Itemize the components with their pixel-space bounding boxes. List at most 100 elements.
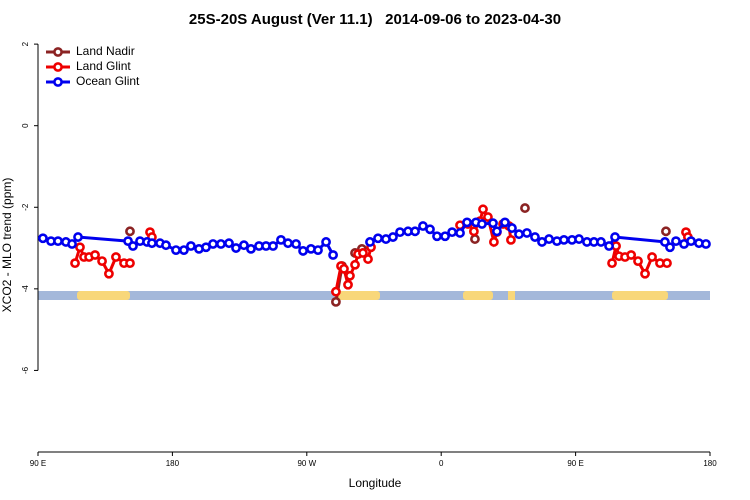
point [388,232,398,242]
point [321,237,331,247]
point [455,228,465,238]
x-axis-label: Longitude [349,476,402,490]
point [231,243,241,253]
point [186,241,196,251]
point [492,226,502,237]
point [128,241,138,251]
legend-marker [53,62,63,72]
point [53,236,63,247]
point [104,268,114,279]
point [313,245,323,255]
point [70,258,80,269]
point [478,204,488,215]
point [477,219,487,229]
point [506,235,516,245]
point [686,236,696,247]
point [343,279,353,290]
point [626,250,637,260]
point [483,212,493,222]
point [216,239,226,249]
legend-label: Ocean Glint [76,74,140,88]
point [111,252,121,262]
point [520,203,530,213]
point [246,243,256,254]
point [522,228,532,238]
point [75,242,85,253]
point [365,237,375,247]
point [425,224,435,235]
point [147,238,157,249]
point [224,238,234,249]
point [607,258,617,269]
y-tick-label: -2 [21,203,30,211]
point [363,254,373,264]
point [447,227,458,238]
point [574,234,584,244]
legend-label: Land Nadir [76,44,135,58]
point [328,250,338,260]
point [662,258,672,269]
y-tick-label: 0 [21,123,30,128]
x-tick-label: 180 [703,459,717,468]
point [610,232,620,242]
point [633,256,643,267]
point [350,259,360,270]
point [410,226,420,237]
point [596,237,606,247]
x-tick-label: 90 W [297,459,316,468]
point [507,223,517,233]
point [469,226,479,237]
point [161,240,171,251]
point [90,250,100,260]
point [440,231,450,242]
map-strip [38,291,710,300]
legend-label: Land Glint [76,59,131,73]
y-axis-label: XCO2 - MLO trend (ppm) [0,178,14,313]
point [67,239,77,249]
point [500,217,510,228]
point [665,242,675,253]
x-tick-label: 90 E [567,459,583,468]
x-tick-label: 90 E [30,459,46,468]
point [432,231,442,242]
point [373,233,383,244]
point [97,256,107,267]
point [331,296,341,307]
point [489,237,499,247]
series-line [73,205,690,292]
point [640,268,650,279]
point [462,217,472,228]
point [559,235,569,245]
legend-marker [53,77,63,87]
point [38,233,48,244]
point [268,241,278,251]
point [178,245,189,255]
point [395,227,405,238]
point [647,252,657,262]
point [488,218,498,229]
point [671,236,681,247]
y-tick-label: 2 [21,41,30,46]
point [345,270,355,281]
legend-marker [53,47,63,57]
point [339,263,349,274]
point [358,248,368,258]
y-tick-label: -6 [21,366,30,374]
point [661,226,671,237]
point [291,239,301,249]
point [239,240,249,251]
point [701,239,711,249]
point [125,226,135,237]
point [331,286,341,297]
point [171,245,181,255]
point [208,239,218,249]
chart-title: 25S-20S August (Ver 11.1) 2014-09-06 to … [189,11,561,28]
point [73,232,83,242]
point [604,241,614,251]
x-tick-label: 0 [439,459,444,468]
point [125,258,135,269]
point [514,229,524,240]
point [283,238,293,249]
point [298,246,308,256]
